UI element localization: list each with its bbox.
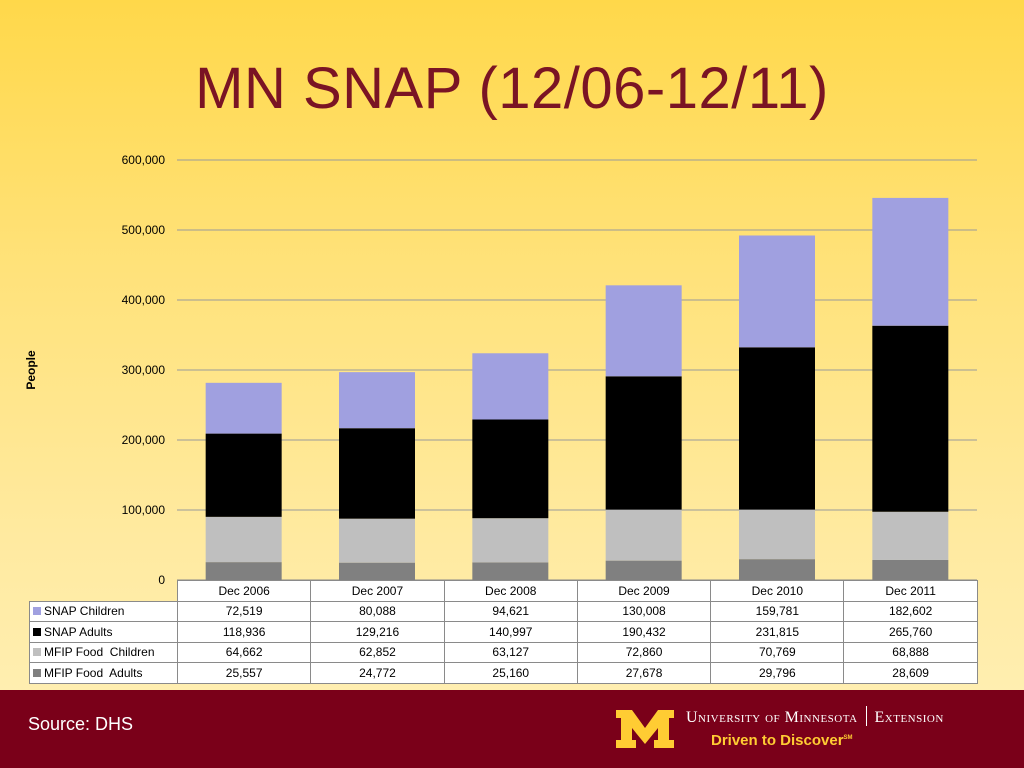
y-tick-label: 300,000: [122, 363, 166, 377]
bar-segment: [205, 562, 282, 580]
y-tick-label: 0: [158, 573, 165, 587]
tagline-text: Driven to Discover: [711, 732, 844, 749]
table-row-label: SNAP Adults: [29, 621, 178, 643]
table-cell: 27,678: [576, 662, 712, 684]
footer-bar: Source: DHS University of Minnesota Exten…: [0, 690, 1024, 768]
university-name: University of Minnesota: [686, 709, 858, 726]
y-tick-label: 400,000: [122, 293, 166, 307]
table-cell: 94,621: [443, 600, 578, 622]
bar-segment: [739, 235, 815, 348]
table-cell: 118,936: [176, 621, 312, 643]
table-cell: 190,432: [576, 621, 712, 643]
table-cell: 129,216: [310, 621, 445, 643]
bar-segment: [472, 562, 549, 580]
table-row: SNAP Children 72,519 80,088 94,621 130,008 15…: [29, 600, 978, 622]
table-cell: 24,772: [310, 662, 445, 684]
table-column-header: Dec 2010: [710, 580, 845, 602]
bar-segment: [739, 347, 815, 510]
table-row: MFIP Food Adults 25,557 24,772 25,160 27,678…: [29, 662, 978, 684]
table-cell: 231,815: [710, 621, 845, 643]
y-tick-label: 500,000: [122, 223, 166, 237]
legend-swatch-icon: [33, 627, 41, 636]
bar-segment: [339, 372, 415, 429]
bar-segment: [872, 197, 949, 326]
table-cell: 72,519: [176, 600, 312, 622]
table-cell: 64,662: [176, 641, 312, 663]
bar-segment: [605, 560, 682, 580]
y-tick-label: 600,000: [122, 153, 166, 167]
bar-segment: [472, 419, 549, 519]
table-row: MFIP Food Children 64,662 62,852 63,127 72,8…: [29, 641, 978, 663]
org-divider: [865, 706, 867, 726]
table-cell: 62,852: [310, 641, 445, 663]
legend-swatch-icon: [33, 607, 41, 616]
legend-label: MFIP Food Children: [44, 645, 155, 660]
bar-segment: [339, 428, 415, 519]
tagline: Driven to DiscoverSM: [711, 732, 853, 749]
table-cell: 28,609: [843, 662, 978, 684]
org-name: University of Minnesota Extension: [686, 706, 944, 727]
table-column-header: Dec 2009: [576, 580, 712, 602]
table-row-label: SNAP Children: [29, 600, 178, 622]
table-cell: 72,860: [576, 641, 712, 663]
bar-segment: [605, 285, 682, 377]
bar-segment: [605, 509, 682, 561]
bar-segment: [739, 559, 815, 580]
y-tick-label: 100,000: [122, 503, 166, 517]
table-cell: 63,127: [443, 641, 578, 663]
table-cell: 265,760: [843, 621, 978, 643]
bar-segment: [205, 382, 282, 434]
table-column-header: Dec 2008: [443, 580, 578, 602]
table-cell: 70,769: [710, 641, 845, 663]
table-cell: 25,160: [443, 662, 578, 684]
table-row: SNAP Adults 118,936 129,216 140,997 190,432 2…: [29, 621, 978, 643]
table-cell: 68,888: [843, 641, 978, 663]
table-cell: 159,781: [710, 600, 845, 622]
legend-swatch-icon: [33, 648, 41, 657]
data-table: Dec 2006 Dec 2007 Dec 2008 Dec 2009 Dec 2010…: [29, 580, 978, 684]
bar-segment: [472, 518, 549, 563]
bar-segment: [339, 562, 415, 580]
stacked-bar-chart: 0 100,000 200,000 300,000 400,000 500,000 600,…: [24, 153, 977, 587]
table-row-label: MFIP Food Children: [29, 641, 178, 663]
bar-segment: [205, 516, 282, 563]
table-column-header: Dec 2007: [310, 580, 445, 602]
slide-title: MN SNAP (12/06-12/11): [195, 56, 829, 121]
bar-segment: [339, 518, 415, 563]
table-header-row: Dec 2006 Dec 2007 Dec 2008 Dec 2009 Dec 2010…: [30, 580, 978, 602]
table-cell: 130,008: [576, 600, 712, 622]
table-row-label: MFIP Food Adults: [29, 662, 178, 684]
legend-label: SNAP Adults: [44, 624, 113, 639]
table-column-header: Dec 2011: [843, 580, 978, 602]
university-m-logo-icon: [616, 710, 674, 748]
legend-swatch-icon: [33, 668, 41, 677]
y-axis-title: People: [24, 350, 38, 390]
bar-segment: [739, 509, 815, 560]
table-cell: 182,602: [843, 600, 978, 622]
bar-segment: [872, 325, 949, 512]
table-cell: 80,088: [310, 600, 445, 622]
source-text: Source: DHS: [28, 714, 134, 734]
legend-label: SNAP Children: [44, 604, 125, 619]
table-corner: [30, 581, 178, 602]
table-column-header: Dec 2006: [176, 580, 312, 602]
bar-segment: [472, 353, 549, 420]
unit-name: Extension: [874, 709, 944, 726]
chart-area: 0 100,000 200,000 300,000 400,000 500,000 600,…: [24, 153, 977, 587]
table-cell: 25,557: [176, 662, 312, 684]
service-mark: SM: [843, 735, 853, 741]
y-tick-label: 200,000: [122, 433, 166, 447]
table-cell: 140,997: [443, 621, 578, 643]
bar-segment: [872, 511, 949, 560]
legend-label: MFIP Food Adults: [44, 665, 143, 680]
bar-segment: [205, 433, 282, 517]
table-cell: 29,796: [710, 662, 845, 684]
bar-segment: [872, 559, 949, 580]
bar-segment: [605, 376, 682, 510]
